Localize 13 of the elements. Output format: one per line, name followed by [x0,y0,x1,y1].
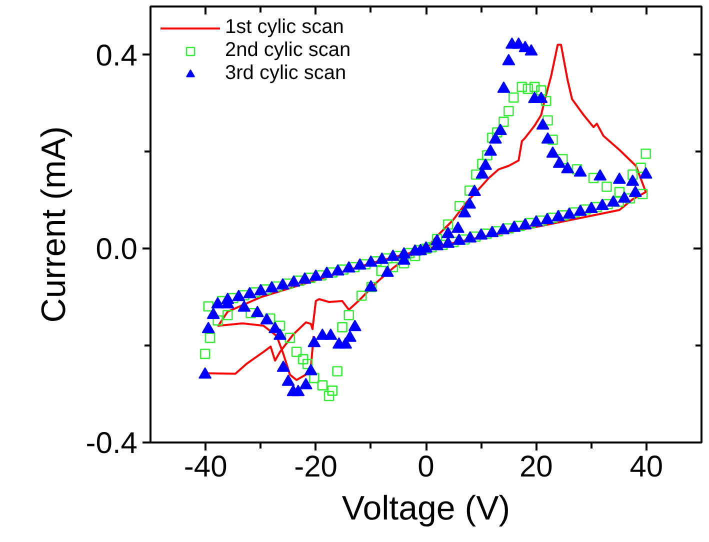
y-tick-label: 0.4 [96,39,138,72]
legend-label: 2nd cylic scan [225,39,351,62]
legend-label: 3rd cylic scan [225,62,346,85]
y-tick-label: 0.0 [96,233,138,266]
x-tick-label: 0 [418,450,434,484]
x-tick-label: -20 [294,450,338,484]
y-axis-title: Current (mA) [34,126,73,323]
legend-label: 1st cylic scan [225,16,344,39]
x-axis-title: Voltage (V) [342,490,510,528]
x-tick-label: 20 [520,450,553,484]
x-tick-label: -40 [184,450,228,484]
y-tick-label: -0.4 [86,427,138,460]
x-tick-label: 40 [630,450,664,484]
